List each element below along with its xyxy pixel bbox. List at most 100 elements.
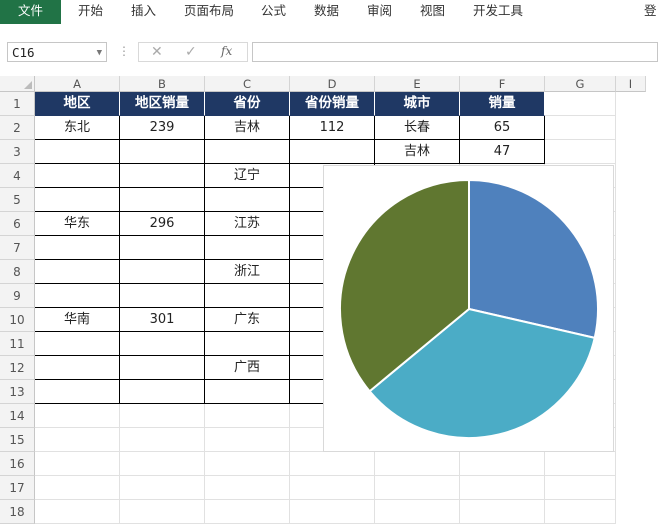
tab-page-layout[interactable]: 页面布局 [184, 3, 235, 18]
cell-e2[interactable]: 长春 [375, 116, 460, 140]
cell-a13[interactable] [35, 380, 120, 404]
pie-slice-2[interactable] [368, 307, 596, 439]
cell-c9[interactable] [205, 284, 290, 308]
cell-b15[interactable] [120, 428, 205, 452]
cell-c14[interactable] [205, 404, 290, 428]
cell-b2[interactable]: 239 [120, 116, 205, 140]
cell-f17[interactable] [460, 476, 545, 500]
cell-g2[interactable] [545, 116, 616, 140]
cell-g17[interactable] [545, 476, 616, 500]
vertical-ellipsis-icon[interactable]: ⋮ [118, 44, 130, 58]
header-cell-c1[interactable]: 省份 [205, 92, 290, 116]
cell-a6[interactable]: 华东 [35, 212, 120, 236]
row-header-10[interactable]: 10 [0, 308, 35, 332]
column-header-d[interactable]: D [290, 76, 375, 92]
cell-a3[interactable] [35, 140, 120, 164]
column-header-a[interactable]: A [35, 76, 120, 92]
cell-b11[interactable] [120, 332, 205, 356]
cell-b9[interactable] [120, 284, 205, 308]
row-header-9[interactable]: 9 [0, 284, 35, 308]
cell-a9[interactable] [35, 284, 120, 308]
cell-g3[interactable] [545, 140, 616, 164]
cell-d2[interactable]: 112 [290, 116, 375, 140]
row-header-12[interactable]: 12 [0, 356, 35, 380]
cell-g1[interactable] [545, 92, 616, 116]
header-cell-b1[interactable]: 地区销量 [120, 92, 205, 116]
row-header-11[interactable]: 11 [0, 332, 35, 356]
cell-f16[interactable] [460, 452, 545, 476]
cell-a7[interactable] [35, 236, 120, 260]
cell-c11[interactable] [205, 332, 290, 356]
row-header-1[interactable]: 1 [0, 92, 35, 116]
header-cell-f1[interactable]: 销量 [460, 92, 545, 116]
header-cell-e1[interactable]: 城市 [375, 92, 460, 116]
enter-icon[interactable]: ✓ [185, 44, 197, 60]
cell-d16[interactable] [290, 452, 375, 476]
cell-b7[interactable] [120, 236, 205, 260]
cell-a12[interactable] [35, 356, 120, 380]
cell-c6[interactable]: 江苏 [205, 212, 290, 236]
row-header-15[interactable]: 15 [0, 428, 35, 452]
cell-b3[interactable] [120, 140, 205, 164]
cell-c7[interactable] [205, 236, 290, 260]
cell-d3[interactable] [290, 140, 375, 164]
cell-c12[interactable]: 广西 [205, 356, 290, 380]
row-header-17[interactable]: 17 [0, 476, 35, 500]
row-header-7[interactable]: 7 [0, 236, 35, 260]
row-header-2[interactable]: 2 [0, 116, 35, 140]
cell-b10[interactable]: 301 [120, 308, 205, 332]
tab-data[interactable]: 数据 [314, 3, 340, 18]
row-header-5[interactable]: 5 [0, 188, 35, 212]
cell-b17[interactable] [120, 476, 205, 500]
cell-c8[interactable]: 浙江 [205, 260, 290, 284]
cell-b12[interactable] [120, 356, 205, 380]
chevron-down-icon[interactable]: ▼ [96, 48, 102, 58]
cell-b4[interactable] [120, 164, 205, 188]
tab-developer[interactable]: 开发工具 [473, 3, 524, 18]
cell-f3[interactable]: 47 [460, 140, 545, 164]
column-header-b[interactable]: B [120, 76, 205, 92]
pie-slice-1[interactable] [468, 178, 599, 340]
cell-c17[interactable] [205, 476, 290, 500]
row-header-16[interactable]: 16 [0, 452, 35, 476]
cell-b8[interactable] [120, 260, 205, 284]
cell-a16[interactable] [35, 452, 120, 476]
pie-chart[interactable] [323, 165, 614, 452]
cell-c16[interactable] [205, 452, 290, 476]
cell-a4[interactable] [35, 164, 120, 188]
cell-a5[interactable] [35, 188, 120, 212]
cell-a11[interactable] [35, 332, 120, 356]
column-header-i[interactable]: I [616, 76, 646, 92]
insert-function-icon[interactable]: fx [221, 44, 233, 58]
row-header-8[interactable]: 8 [0, 260, 35, 284]
cell-b6[interactable]: 296 [120, 212, 205, 236]
cell-g16[interactable] [545, 452, 616, 476]
cell-c3[interactable] [205, 140, 290, 164]
cell-a10[interactable]: 华南 [35, 308, 120, 332]
login-link[interactable]: 登 [644, 3, 657, 18]
column-header-e[interactable]: E [375, 76, 460, 92]
cell-a17[interactable] [35, 476, 120, 500]
cell-a8[interactable] [35, 260, 120, 284]
cell-e17[interactable] [375, 476, 460, 500]
tab-formulas[interactable]: 公式 [261, 3, 287, 18]
column-header-g[interactable]: G [545, 76, 616, 92]
formula-input[interactable] [252, 42, 658, 62]
cell-b16[interactable] [120, 452, 205, 476]
tab-file[interactable]: 文件 [0, 0, 61, 24]
cell-a14[interactable] [35, 404, 120, 428]
name-box[interactable]: C16 ▼ [7, 42, 107, 62]
cell-c10[interactable]: 广东 [205, 308, 290, 332]
cell-c4[interactable]: 辽宁 [205, 164, 290, 188]
column-header-c[interactable]: C [205, 76, 290, 92]
row-header-6[interactable]: 6 [0, 212, 35, 236]
cell-e16[interactable] [375, 452, 460, 476]
cell-f2[interactable]: 65 [460, 116, 545, 140]
cell-e3[interactable]: 吉林 [375, 140, 460, 164]
column-header-f[interactable]: F [460, 76, 545, 92]
cell-a15[interactable] [35, 428, 120, 452]
cell-c13[interactable] [205, 380, 290, 404]
cell-c5[interactable] [205, 188, 290, 212]
cell-d17[interactable] [290, 476, 375, 500]
cell-c2[interactable]: 吉林 [205, 116, 290, 140]
